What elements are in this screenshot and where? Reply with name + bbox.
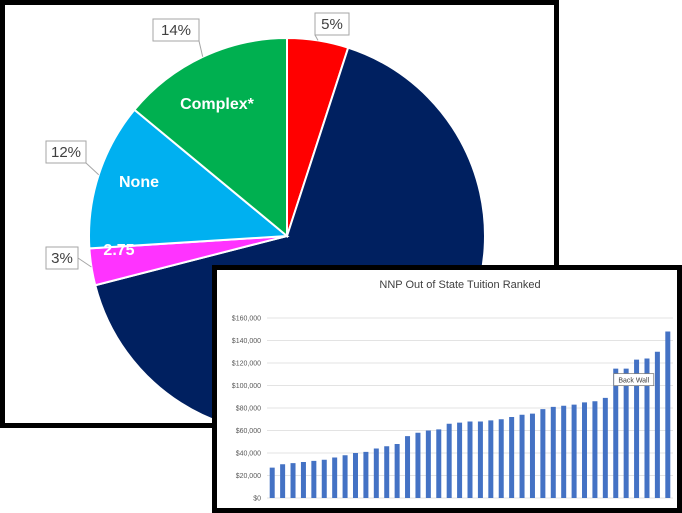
slice-category-label: 2.75 xyxy=(103,242,134,259)
tuition-bar xyxy=(342,455,348,498)
callout-box xyxy=(45,246,79,270)
tuition-bar xyxy=(665,331,671,498)
tuition-bar xyxy=(300,462,306,498)
tuition-bar xyxy=(488,420,494,499)
tuition-bar xyxy=(415,432,421,498)
tuition-bar xyxy=(529,413,535,499)
tuition-bar xyxy=(592,401,598,498)
callout-leader-line xyxy=(77,257,92,268)
tuition-bar xyxy=(602,397,608,499)
tuition-bar xyxy=(311,460,317,499)
slice-category-label: None xyxy=(119,174,159,191)
tuition-bar xyxy=(457,422,463,499)
slice-category-label: Complex* xyxy=(180,96,255,113)
annotation-label: Back Wall xyxy=(618,378,649,385)
bar-chart-title: NNP Out of State Tuition Ranked xyxy=(379,279,540,291)
y-tick-label: $100,000 xyxy=(232,383,261,390)
percent-label: 12% xyxy=(51,144,81,161)
y-tick-label: $120,000 xyxy=(232,361,261,368)
tuition-bar xyxy=(321,459,327,498)
tuition-bar xyxy=(561,405,567,498)
tuition-bar xyxy=(373,448,379,498)
tuition-bar xyxy=(540,409,546,499)
tuition-bar xyxy=(519,414,525,498)
y-tick-label: $80,000 xyxy=(236,406,261,413)
pie-slice-green xyxy=(133,36,288,239)
tuition-bar xyxy=(446,423,452,498)
y-tick-label: $20,000 xyxy=(236,473,261,480)
percent-label: 5% xyxy=(321,16,343,33)
tuition-bar xyxy=(332,457,338,498)
callout-box xyxy=(45,140,87,164)
percent-label: 14% xyxy=(161,22,191,39)
tuition-bar xyxy=(550,406,556,499)
tuition-bar xyxy=(654,351,660,498)
tuition-bar xyxy=(269,467,275,499)
tuition-bar xyxy=(467,421,473,498)
bar-chart: NNP Out of State Tuition Ranked $0 $20,00… xyxy=(232,279,673,503)
y-tick-label: $0 xyxy=(253,496,261,503)
tuition-bar xyxy=(582,402,588,499)
tuition-bar xyxy=(425,430,431,498)
tuition-bar xyxy=(384,446,390,498)
tuition-bar xyxy=(644,358,650,498)
tuition-bar xyxy=(498,419,504,498)
tuition-bar xyxy=(436,429,442,499)
callout-leader-line xyxy=(85,162,100,176)
callout-box xyxy=(314,12,350,36)
tuition-bar xyxy=(477,421,483,498)
annotation-box xyxy=(613,373,655,387)
tuition-bar xyxy=(352,453,358,498)
callout-box xyxy=(152,18,200,42)
percent-label: 3% xyxy=(51,250,73,267)
y-tick-label: $40,000 xyxy=(236,451,261,458)
tuition-bar xyxy=(405,436,411,499)
tuition-bar xyxy=(509,417,515,498)
tuition-bar xyxy=(394,444,400,498)
callout-leader-line xyxy=(314,34,319,41)
bar-chart-panel: NNP Out of State Tuition Ranked $0 $20,00… xyxy=(212,265,682,513)
pie-slice-cyan xyxy=(88,108,290,250)
tuition-bar xyxy=(363,451,369,499)
y-tick-label: $140,000 xyxy=(232,338,261,345)
pie-chart-panel: 5% 3% 2.75 12% None 14% Complex* xyxy=(0,0,559,428)
tuition-bar xyxy=(623,368,629,499)
tuition-bar xyxy=(290,463,296,499)
y-tick-label: $60,000 xyxy=(236,428,261,435)
y-tick-label: $160,000 xyxy=(232,316,261,323)
tuition-bar xyxy=(634,359,640,499)
tuition-bar xyxy=(571,404,577,499)
tuition-bar xyxy=(280,464,286,498)
callout-leader-line xyxy=(198,40,204,57)
tuition-bar xyxy=(613,368,619,499)
